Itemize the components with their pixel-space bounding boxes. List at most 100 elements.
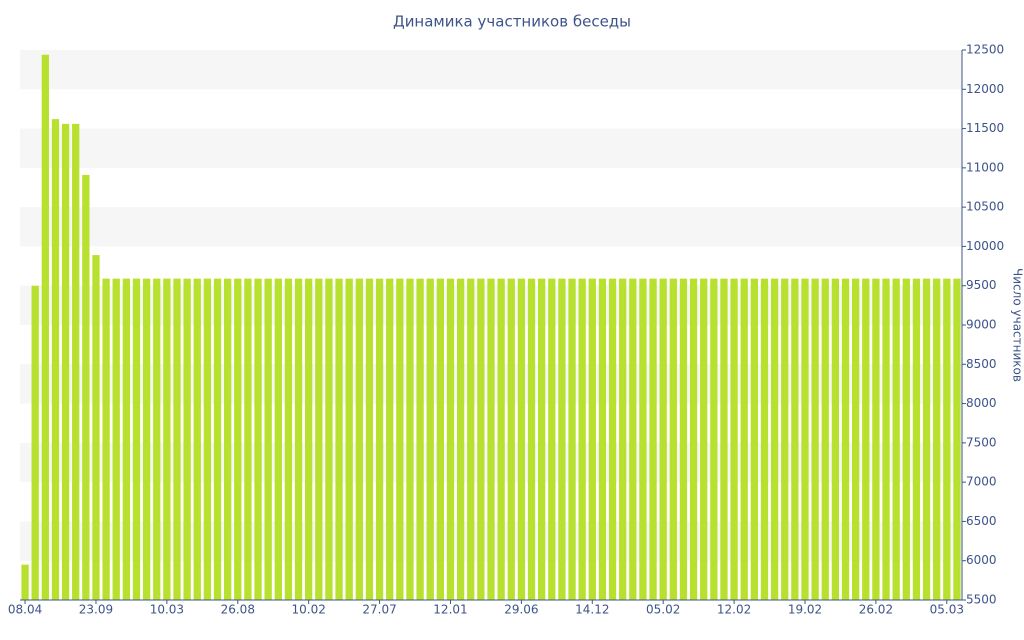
- y-tick-label: 9500: [966, 278, 997, 292]
- bar: [892, 278, 900, 600]
- bar: [598, 278, 607, 600]
- bar: [548, 278, 556, 600]
- bar: [406, 278, 414, 600]
- bar: [142, 278, 151, 600]
- grid-band: [20, 128, 962, 168]
- bar: [315, 278, 323, 600]
- bar: [153, 278, 161, 600]
- bar: [821, 278, 829, 600]
- bar: [112, 278, 120, 600]
- x-tick-label: 05.03: [930, 603, 964, 617]
- bar: [21, 564, 29, 600]
- y-tick-label: 8500: [966, 357, 997, 371]
- y-tick-label: 9000: [966, 318, 997, 332]
- bar: [720, 278, 728, 600]
- grid-band: [20, 50, 962, 90]
- y-axis-label: Число участников: [1011, 268, 1024, 382]
- bar: [831, 278, 840, 600]
- bar: [284, 278, 293, 600]
- bar: [416, 278, 424, 600]
- bar: [365, 278, 374, 600]
- bar: [305, 278, 313, 600]
- bar: [355, 278, 363, 600]
- bar: [527, 278, 536, 600]
- bar: [537, 278, 546, 600]
- bar: [770, 278, 779, 600]
- bar: [234, 278, 242, 600]
- bar: [862, 278, 870, 600]
- x-tick-label: 19.02: [788, 603, 822, 617]
- bar: [203, 278, 212, 600]
- bar: [933, 278, 941, 600]
- bar: [608, 278, 617, 600]
- bar: [51, 119, 60, 601]
- bar: [578, 278, 586, 600]
- bar: [882, 278, 890, 600]
- x-tick-label: 12.02: [717, 603, 751, 617]
- bar: [223, 278, 232, 600]
- y-tick-label: 12000: [966, 82, 1004, 96]
- bar: [730, 278, 738, 600]
- bar: [629, 278, 637, 600]
- bar: [294, 278, 303, 600]
- bar: [659, 278, 667, 600]
- bar: [477, 278, 485, 600]
- bar: [436, 278, 445, 600]
- x-tick-label: 10.03: [150, 603, 184, 617]
- bar: [669, 278, 677, 600]
- bar: [102, 278, 110, 600]
- bar: [345, 278, 353, 600]
- chart-title: Динамика участников беседы: [393, 13, 631, 31]
- y-tick-label: 10000: [966, 239, 1004, 253]
- x-tick-label: 23.09: [79, 603, 113, 617]
- bar: [497, 278, 505, 600]
- bar: [244, 278, 252, 600]
- bar: [679, 278, 688, 600]
- bar: [619, 278, 627, 600]
- x-tick-label: 26.02: [859, 603, 893, 617]
- bar: [467, 278, 475, 600]
- bar: [426, 278, 434, 600]
- y-tick-label: 8000: [966, 396, 997, 410]
- bar: [183, 278, 191, 600]
- bar: [750, 278, 759, 600]
- bar: [193, 278, 201, 600]
- bar: [163, 278, 171, 600]
- bar: [517, 278, 526, 600]
- bar: [710, 278, 718, 600]
- bar: [264, 278, 272, 600]
- bar: [335, 278, 343, 600]
- bar: [689, 278, 698, 600]
- bar: [254, 278, 262, 600]
- y-tick-label: 6500: [966, 514, 997, 528]
- y-tick-label: 10500: [966, 200, 1004, 214]
- x-tick-label: 08.04: [8, 603, 42, 617]
- bar: [902, 278, 910, 600]
- bar: [953, 278, 961, 600]
- x-tick-label: 27.07: [362, 603, 396, 617]
- bar: [568, 278, 576, 600]
- bar: [811, 278, 819, 600]
- bar: [122, 278, 131, 600]
- bar: [841, 278, 850, 600]
- bar: [801, 278, 809, 600]
- bar: [507, 278, 515, 600]
- bar: [31, 285, 39, 600]
- bar: [456, 278, 465, 600]
- bar: [213, 278, 222, 600]
- bar: [760, 278, 769, 600]
- y-tick-label: 12500: [966, 43, 1004, 57]
- bar: [872, 278, 880, 600]
- bar: [791, 278, 799, 600]
- bar: [92, 255, 100, 601]
- bar: [132, 278, 141, 600]
- bar: [325, 278, 333, 600]
- bar: [375, 278, 384, 600]
- bar: [649, 278, 657, 600]
- bar: [851, 278, 860, 600]
- x-tick-label: 10.02: [291, 603, 325, 617]
- x-tick-label: 12.01: [433, 603, 467, 617]
- y-tick-label: 6000: [966, 553, 997, 567]
- y-tick-label: 5500: [966, 593, 997, 607]
